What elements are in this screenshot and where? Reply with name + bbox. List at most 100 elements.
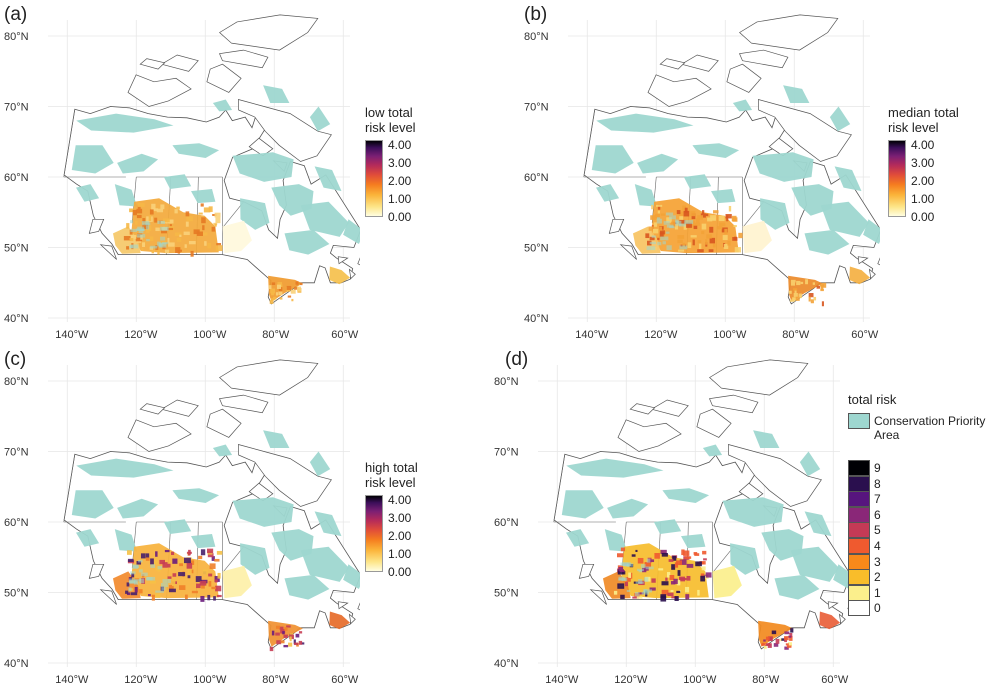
risk-level-label: 4 [874, 539, 881, 553]
colorbar-tick: 0.00 [911, 210, 935, 224]
colorbar-tick: 3.00 [388, 511, 412, 525]
panel-d: (d) 80°N 70°N 60°N 50°N 40°N 140°W 120°W 100°W 8… [475, 345, 1000, 690]
lat-tick-label: 70°N [494, 447, 519, 459]
legend: low total risk level [365, 105, 416, 135]
colorbar [365, 140, 383, 217]
lat-tick-label: 80°N [494, 376, 519, 388]
canada-risk-map: 80°N 70°N 60°N 50°N 40°N 140°W 120°W 100°W 80°W 6… [524, 14, 880, 341]
colorbar-tick: 3.00 [388, 156, 412, 170]
lon-tick-label: 140°W [55, 674, 89, 686]
canada-risk-map: 80°N 70°N 60°N 50°N 40°N 140°W 120°W 100°W 80°W 6… [4, 359, 360, 686]
lon-tick-label: 80°W [262, 674, 290, 686]
panel-c: (c) 80°N 70°N 60°N 50°N 40°N 140°W 120°W 100°W 8… [0, 345, 500, 690]
risk-level-swatch [848, 538, 870, 554]
conservation-priority-areas [591, 85, 880, 255]
risk-level-swatch [848, 460, 870, 476]
lat-tick-label: 70°N [4, 102, 29, 114]
lon-tick-label: 120°W [124, 674, 158, 686]
colorbar-tick: 0.00 [388, 210, 412, 224]
lon-tick-label: 140°W [575, 329, 609, 341]
colorbar [365, 495, 383, 572]
colorbar-tick: 3.00 [911, 156, 935, 170]
lat-tick-label: 60°N [4, 517, 29, 529]
lon-tick-label: 60°W [331, 674, 359, 686]
risk-level-label: 8 [874, 476, 881, 491]
risk-level-label: 2 [874, 570, 881, 585]
cpa-legend-swatch [848, 413, 870, 429]
lat-tick-label: 80°N [524, 31, 549, 43]
lat-tick-label: 80°N [4, 31, 29, 43]
lon-tick-label: 80°W [262, 329, 290, 341]
lat-tick-label: 50°N [4, 243, 29, 255]
risk-level-swatch [848, 584, 870, 601]
risk-zones [113, 543, 351, 652]
axis-labels: 80°N 70°N 60°N 50°N 40°N 140°W 120°W 100°W 80°W 6… [4, 31, 359, 341]
lat-tick-label: 80°N [4, 376, 29, 388]
lon-tick-label: 100°W [683, 674, 717, 686]
lat-tick-label: 70°N [4, 447, 29, 459]
risk-level-swatch [848, 569, 870, 586]
cpa-legend-label: Conservation Priority Area [874, 414, 986, 442]
lat-tick-label: 50°N [494, 588, 519, 600]
colorbar-tick: 1.00 [911, 192, 935, 206]
risk-level-swatch [848, 553, 870, 570]
lat-tick-label: 40°N [4, 313, 29, 325]
lat-tick-label: 40°N [494, 658, 519, 670]
lon-tick-label: 60°W [851, 329, 879, 341]
legend-title: low total risk level [365, 105, 416, 135]
conservation-priority-areas [71, 85, 360, 255]
lon-tick-label: 140°W [545, 674, 579, 686]
axis-labels: 80°N 70°N 60°N 50°N 40°N 140°W 120°W 100°W 80°W 6… [4, 376, 359, 686]
risk-level-swatch [848, 600, 870, 617]
risk-level-swatch [848, 491, 870, 508]
lon-tick-label: 100°W [193, 329, 227, 341]
risk-level-label: 0 [874, 601, 881, 616]
lat-tick-label: 50°N [4, 588, 29, 600]
risk-level-swatch [848, 506, 870, 523]
lon-tick-label: 100°W [713, 329, 747, 341]
risk-zones [603, 543, 841, 650]
legend-title: median total risk level [888, 105, 959, 135]
risk-zones [113, 198, 351, 304]
lon-tick-label: 60°W [331, 329, 359, 341]
risk-level-label: 5 [874, 523, 881, 538]
panel-label: (c) [4, 349, 27, 370]
legend: median total risk level [888, 105, 959, 135]
risk-level-swatch [848, 475, 870, 492]
legend: total risk [848, 392, 896, 407]
colorbar-tick: 2.00 [911, 174, 935, 188]
risk-level-label: 1 [874, 585, 881, 600]
risk-level-label: 3 [874, 554, 881, 569]
lon-tick-label: 140°W [55, 329, 89, 341]
lat-tick-label: 60°N [4, 172, 29, 184]
lon-tick-label: 120°W [614, 674, 648, 686]
lon-tick-label: 80°W [782, 329, 810, 341]
lat-tick-label: 50°N [524, 243, 549, 255]
panel-a: (a) 80°N 70°N 60°N 50°N 40°N 140°W 120°W 100°W 8… [0, 0, 500, 345]
risk-level-label: 7 [874, 492, 881, 507]
colorbar-tick: 2.00 [388, 529, 412, 543]
risk-level-label: 9 [874, 461, 881, 475]
canada-risk-map: 80°N 70°N 60°N 50°N 40°N 140°W 120°W 100°W 80°W 6… [494, 359, 850, 686]
colorbar-tick: 2.00 [388, 174, 412, 188]
conservation-priority-areas [71, 430, 360, 600]
risk-level-label: 6 [874, 507, 881, 522]
colorbar-tick: 0.00 [388, 565, 412, 579]
axis-labels: 80°N 70°N 60°N 50°N 40°N 140°W 120°W 100°W 80°W 6… [524, 31, 879, 341]
colorbar-tick: 1.00 [388, 547, 412, 561]
panel-b: (b) 80°N 70°N 60°N 50°N 40°N 140°W 120°W 100°W 8… [520, 0, 1000, 345]
colorbar [888, 140, 906, 217]
lon-tick-label: 100°W [193, 674, 227, 686]
colorbar-tick: 4.00 [911, 138, 935, 152]
legend: high total risk level [365, 460, 418, 490]
lat-tick-label: 60°N [494, 517, 519, 529]
lon-tick-label: 120°W [124, 329, 158, 341]
axis-labels: 80°N 70°N 60°N 50°N 40°N 140°W 120°W 100°W 80°W 6… [494, 376, 849, 686]
panel-label: (a) [4, 4, 28, 25]
canada-risk-map: 80°N 70°N 60°N 50°N 40°N 140°W 120°W 100°W 80°W 6… [4, 14, 360, 341]
colorbar-tick: 1.00 [388, 192, 412, 206]
colorbar-tick: 4.00 [388, 493, 412, 507]
panel-label: (d) [505, 349, 529, 370]
risk-level-swatch [848, 522, 870, 539]
lon-tick-label: 120°W [644, 329, 678, 341]
